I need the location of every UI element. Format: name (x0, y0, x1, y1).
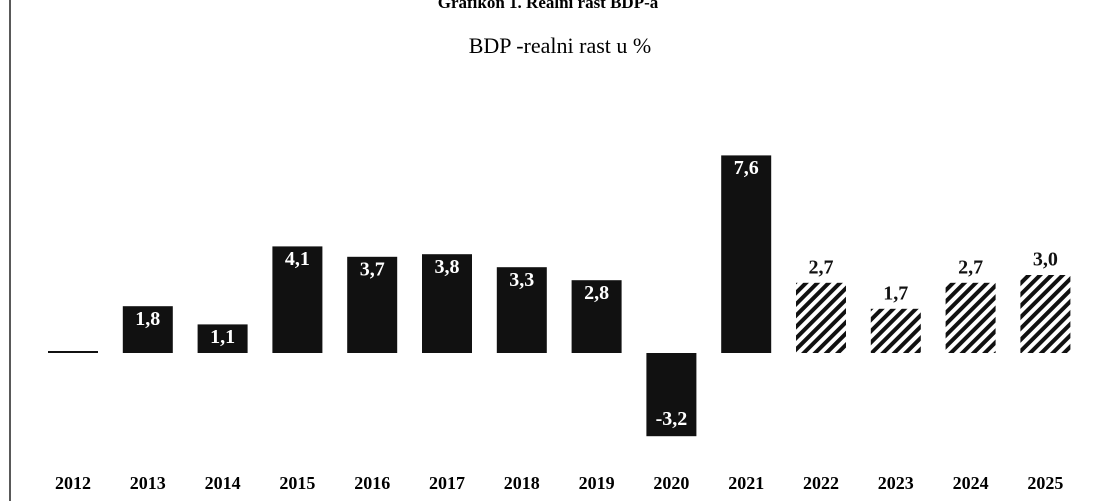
bar (945, 282, 996, 353)
data-label: 3,3 (509, 269, 534, 291)
data-label: 1,7 (883, 282, 908, 304)
x-tick-label: 2012 (55, 473, 91, 493)
x-tick-label: 2020 (653, 473, 689, 493)
bar (48, 351, 98, 353)
x-tick-label: 2018 (504, 473, 540, 493)
data-label: 2,7 (809, 256, 834, 278)
x-tick-label: 2023 (878, 473, 914, 493)
data-label: 3,0 (1033, 249, 1058, 271)
x-tick-label: 2013 (130, 473, 166, 493)
x-tick-label: 2025 (1027, 473, 1063, 493)
bar (870, 308, 921, 353)
bar (347, 256, 398, 353)
bar (571, 280, 622, 353)
data-label: 7,6 (734, 157, 759, 179)
bar (422, 254, 472, 353)
chart-subtitle: BDP -realni rast u % (469, 33, 651, 58)
x-tick-label: 2024 (953, 473, 989, 493)
data-label: -3,2 (656, 408, 688, 430)
data-label: 1,8 (135, 308, 160, 330)
x-tick-label: 2022 (803, 473, 839, 493)
bar (197, 324, 248, 353)
bar (122, 306, 173, 353)
x-tick-label: 2021 (728, 473, 764, 493)
x-tick-label: 2016 (354, 473, 390, 493)
chart-title: Grafikon 1. Realni rast BDP-a (438, 0, 659, 12)
bar (721, 155, 772, 353)
bar (646, 353, 697, 437)
data-label: 3,8 (435, 256, 460, 278)
bar (496, 267, 547, 353)
data-label: 2,8 (584, 282, 609, 304)
data-label: 4,1 (285, 248, 310, 270)
x-tick-label: 2017 (429, 473, 465, 493)
data-label: 1,1 (210, 326, 235, 348)
x-tick-label: 2019 (579, 473, 615, 493)
bar (272, 246, 323, 353)
x-tick-label: 2015 (279, 473, 315, 493)
bar (1020, 275, 1071, 353)
data-label: 3,7 (360, 258, 385, 280)
data-label: 2,7 (958, 256, 983, 278)
x-tick-label: 2014 (205, 473, 241, 493)
bar (796, 282, 846, 353)
